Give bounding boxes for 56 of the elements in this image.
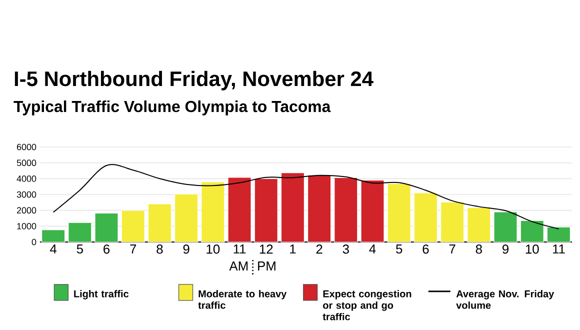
x-tick-label: 7 [449, 244, 456, 254]
x-tick-label: 9 [183, 244, 190, 254]
bar [94, 212, 118, 242]
bar [201, 182, 225, 242]
chart-subtitle: Typical Traffic Volume Olympia to Tacoma [14, 100, 331, 116]
legend-label: Moderate to heavy traffic [198, 290, 287, 309]
x-tick-label: 5 [396, 244, 402, 254]
y-tick-label: 6000 [16, 144, 36, 150]
bar [254, 178, 278, 242]
x-tick-label: 6 [104, 244, 110, 254]
legend-label: Light traffic [74, 290, 129, 300]
legend-label: Average Nov. Friday volume [456, 290, 554, 309]
bar [148, 204, 172, 242]
x-tick-label: 7 [130, 244, 136, 254]
bar [467, 207, 491, 242]
text: PM [258, 262, 276, 270]
line-series [52, 164, 560, 230]
y-tick-label: 0 [32, 238, 36, 246]
x-tick-label: 8 [156, 244, 163, 254]
bar [121, 210, 145, 242]
bar [360, 180, 384, 242]
bar [334, 177, 358, 242]
y-tick-label: 2000 [16, 207, 36, 214]
bar [42, 230, 66, 242]
y-tick-label: 1000 [17, 222, 36, 230]
chart-title: I-5 Northbound Friday, November 24 [14, 70, 374, 90]
x-tick-label: 11 [234, 244, 246, 254]
x-tick-label: 12 [260, 244, 273, 254]
x-tick-label: 10 [206, 244, 220, 254]
y-tick-label: 5000 [16, 160, 36, 166]
bar [546, 226, 571, 242]
y-tick-label: 3000 [16, 191, 36, 198]
text: AM [229, 262, 248, 270]
x-tick-label: 10 [526, 244, 539, 254]
bar [68, 222, 92, 242]
x-tick-label: 8 [476, 244, 482, 254]
legend-label: Expect congestion or stop and go traffic [322, 290, 412, 320]
bar [308, 174, 332, 242]
bar [440, 202, 464, 242]
x-tick-label: 1 [290, 244, 296, 254]
bar [280, 172, 305, 242]
x-tick-label: 9 [502, 244, 508, 254]
bar [174, 194, 198, 242]
x-tick-label: 2 [316, 244, 322, 254]
x-tick-label: 6 [422, 244, 429, 254]
bar [520, 220, 544, 242]
y-tick-label: 4000 [16, 175, 36, 182]
x-tick-label: 4 [50, 244, 57, 254]
x-tick-label: 5 [76, 244, 83, 254]
bar [228, 177, 252, 242]
bar [414, 192, 438, 242]
x-tick-label: 11 [552, 244, 565, 254]
bar [494, 212, 518, 242]
x-tick-label: 4 [369, 244, 376, 254]
x-tick-label: 3 [342, 244, 349, 254]
bar [387, 183, 411, 242]
